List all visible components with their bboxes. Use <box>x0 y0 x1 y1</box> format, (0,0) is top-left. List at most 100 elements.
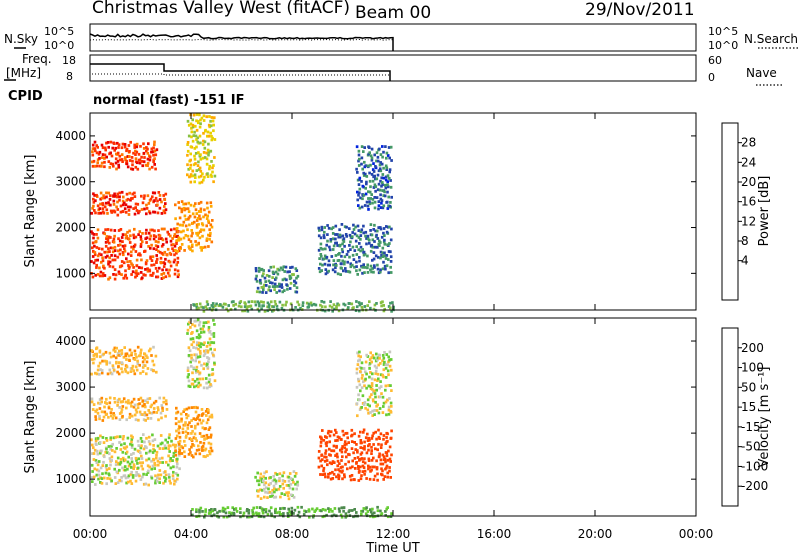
heatmap-cell <box>90 349 94 352</box>
heatmap-cell <box>199 157 203 161</box>
heatmap-cell <box>334 439 337 442</box>
heatmap-cell <box>184 234 188 237</box>
heatmap-cell <box>318 270 322 274</box>
heatmap-cell <box>121 456 125 460</box>
colorbar-tick-label: -50 <box>741 440 761 454</box>
heatmap-cell <box>167 447 170 450</box>
heatmap-cell <box>187 384 191 388</box>
heatmap-cell <box>269 482 272 485</box>
heatmap-cell <box>104 465 108 469</box>
heatmap-cell <box>143 207 146 211</box>
colorbar-frame <box>721 327 739 507</box>
heatmap-cell <box>373 409 376 412</box>
heatmap-cell <box>130 440 133 444</box>
heatmap-cell <box>366 204 370 208</box>
heatmap-cell <box>340 262 343 266</box>
heatmap-cell <box>311 515 315 519</box>
heatmap-cell <box>341 469 344 473</box>
velocity-y-axis-label: Slant Range [km] <box>23 361 38 474</box>
heatmap-cell <box>108 467 111 470</box>
heatmap-cell <box>195 305 199 309</box>
heatmap-cell <box>191 508 194 511</box>
heatmap-cell <box>169 457 172 460</box>
heatmap-cell <box>108 260 112 264</box>
heatmap-cell <box>199 118 202 122</box>
heatmap-cell <box>204 377 208 380</box>
heatmap-cell <box>266 491 270 495</box>
heatmap-cell <box>162 209 166 213</box>
heatmap-cell <box>96 254 100 258</box>
heatmap-cell <box>100 449 103 453</box>
heatmap-cell <box>328 304 332 308</box>
heatmap-cell <box>319 444 323 448</box>
heatmap-cell <box>371 507 374 511</box>
heatmap-cell <box>120 352 124 355</box>
heatmap-cell <box>330 227 333 231</box>
heatmap-cell <box>337 235 340 239</box>
heatmap-cell <box>319 242 323 246</box>
heatmap-cell <box>368 146 371 149</box>
heatmap-cell <box>195 119 198 123</box>
heatmap-cell <box>91 206 94 210</box>
heatmap-cell <box>358 358 361 362</box>
heatmap-cell <box>155 148 159 152</box>
heatmap-cell <box>385 436 388 439</box>
heatmap-cell <box>118 462 122 466</box>
heatmap-cell <box>106 240 110 244</box>
heatmap-cell <box>377 182 381 186</box>
heatmap-cell <box>378 239 381 243</box>
heatmap-cell <box>103 405 106 409</box>
heatmap-cell <box>145 236 149 240</box>
heatmap-cell <box>278 485 282 488</box>
heatmap-cell <box>319 246 323 250</box>
heatmap-cell <box>383 351 386 354</box>
heatmap-cell <box>343 225 347 229</box>
heatmap-cell <box>200 248 203 252</box>
heatmap-cell <box>146 401 149 404</box>
heatmap-cell <box>107 415 110 419</box>
heatmap-cell <box>129 140 132 144</box>
heatmap-cell <box>378 353 381 357</box>
heatmap-cell <box>303 509 306 513</box>
heatmap-cell <box>112 412 115 415</box>
heatmap-cell <box>98 407 102 410</box>
heatmap-cell <box>194 452 198 456</box>
heatmap-cell <box>355 367 359 371</box>
heatmap-cell <box>361 184 365 188</box>
heatmap-cell <box>106 451 109 455</box>
heatmap-cell <box>362 231 365 235</box>
heatmap-cell <box>196 233 199 237</box>
heatmap-cell <box>257 489 260 493</box>
heatmap-cell <box>257 270 261 273</box>
heatmap-cell <box>210 341 213 344</box>
heatmap-cell <box>174 453 178 457</box>
heatmap-cell <box>386 174 390 178</box>
heatmap-cell <box>389 185 393 189</box>
heatmap-cell <box>207 123 211 127</box>
heatmap-cell <box>184 224 188 228</box>
heatmap-cell <box>121 203 125 207</box>
heatmap-cell <box>296 505 300 509</box>
heatmap-cell <box>140 155 143 159</box>
heatmap-cell <box>187 452 191 456</box>
heatmap-cell <box>264 476 267 480</box>
heatmap-cell <box>128 241 132 244</box>
heatmap-cell <box>359 355 362 359</box>
heatmap-cell <box>116 456 120 460</box>
heatmap-cell <box>221 305 225 309</box>
heatmap-cell <box>137 457 141 461</box>
heatmap-cell <box>183 408 186 412</box>
heatmap-cell <box>250 307 254 311</box>
heatmap-cell <box>297 510 301 514</box>
heatmap-cell <box>124 210 128 214</box>
heatmap-cell <box>390 195 393 199</box>
heatmap-cell <box>101 419 105 422</box>
heatmap-cell <box>120 190 124 194</box>
heatmap-cell <box>100 477 104 480</box>
heatmap-cell <box>136 466 140 470</box>
heatmap-cell <box>294 281 298 285</box>
heatmap-cell <box>117 165 121 169</box>
heatmap-cell <box>291 265 294 269</box>
heatmap-cell <box>207 411 210 415</box>
heatmap-cell <box>158 477 161 481</box>
